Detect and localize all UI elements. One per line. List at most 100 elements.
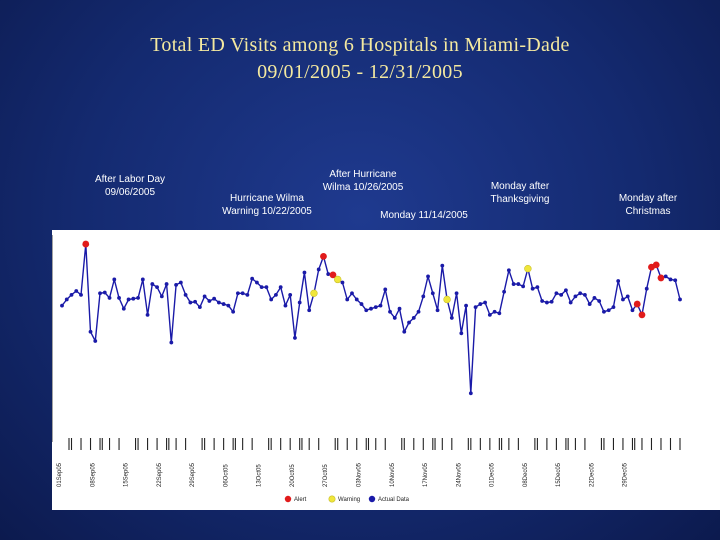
actual-point (440, 263, 445, 268)
actual-point (136, 296, 140, 300)
actual-point (516, 282, 521, 286)
x-tick-label: 10Nov05 (390, 462, 396, 487)
actual-point (364, 308, 369, 313)
legend-marker-alert (284, 495, 292, 503)
actual-point (354, 297, 359, 302)
actual-point (407, 320, 411, 325)
x-tick-label: 15Dec05 (556, 462, 562, 487)
x-tick-label: 15Sep05 (124, 462, 130, 487)
actual-point (540, 299, 545, 303)
x-tick-label: 17Nov05 (423, 462, 429, 487)
actual-point (212, 296, 217, 301)
actual-point (554, 291, 559, 296)
actual-point (107, 296, 112, 300)
actual-point (174, 282, 178, 287)
actual-point (150, 282, 155, 286)
actual-point (274, 292, 278, 297)
actual-point (383, 287, 388, 292)
alert-point (633, 300, 641, 308)
x-tick-label: 24Nov05 (456, 462, 462, 487)
x-tick-label: 22Sep05 (157, 462, 163, 487)
actual-point (288, 292, 293, 297)
actual-point (668, 277, 673, 282)
chart-title-line-2: 09/01/2005 - 12/31/2005 (257, 61, 463, 83)
actual-point (378, 303, 383, 308)
actual-point (293, 336, 297, 340)
actual-point (430, 291, 435, 296)
legend-marker-warning (328, 495, 336, 503)
actual-point (316, 267, 321, 272)
actual-point (578, 291, 583, 296)
alert-point (657, 274, 665, 282)
actual-point (245, 292, 250, 297)
actual-point (468, 391, 473, 396)
x-axis-ticks: 01Sep05 08Sep05 15Sep05 22Sep05 29Sep05 06Oct… (57, 438, 681, 487)
legend-marker-actual-data (368, 495, 376, 503)
actual-point (621, 297, 625, 302)
x-tick-label: 03Nov05 (356, 462, 362, 487)
actual-point (673, 278, 678, 283)
actual-point (155, 285, 159, 290)
annotation-wilma-warning: Hurricane Wilma Warning 10/22/2005 (222, 193, 312, 217)
actual-point (202, 294, 207, 299)
actual-point (544, 300, 549, 305)
actual-point (216, 300, 221, 305)
actual-point (549, 299, 554, 304)
alert-point (82, 240, 90, 248)
series (60, 240, 682, 396)
actual-point (478, 302, 483, 306)
x-tick-label: 27Oct05 (323, 464, 329, 487)
actual-point (235, 291, 240, 296)
actual-point (121, 306, 126, 311)
actual-point (583, 292, 587, 297)
actual-point (573, 294, 578, 299)
alert-point (638, 311, 646, 319)
x-tick-label: 01Sep05 (57, 462, 63, 487)
actual-point (592, 296, 597, 300)
actual-point (259, 285, 264, 290)
x-tick-label: 22Dec05 (589, 462, 595, 487)
actual-point (197, 305, 202, 310)
actual-point (93, 339, 98, 343)
actual-point (630, 308, 635, 313)
actual-point (502, 289, 507, 294)
actual-point (392, 316, 397, 320)
actual-point (221, 302, 226, 306)
actual-point (644, 286, 649, 291)
x-tick-label: 29Sep05 (190, 462, 196, 487)
actual-point (663, 274, 668, 279)
alert-point (320, 252, 327, 260)
actual-point (678, 297, 682, 302)
actual-point (606, 308, 611, 313)
actual-point (483, 300, 487, 305)
chart-title-line-1: Total ED Visits among 6 Hospitals in Mia… (150, 34, 570, 56)
actual-point (559, 292, 564, 297)
actual-point (207, 299, 212, 303)
actual-point (302, 270, 307, 275)
actual-point (88, 329, 93, 334)
actual-point (397, 306, 402, 311)
actual-point (117, 296, 121, 300)
actual-point (250, 276, 255, 281)
actual-point (464, 303, 468, 308)
actual-point (416, 309, 421, 314)
actual-point (159, 294, 164, 299)
x-tick-label: 01Dec05 (490, 462, 496, 487)
series-line (61, 243, 681, 395)
actual-point (112, 277, 117, 282)
line-chart: 02505007501,0001,250 01Sep0508Sep0515Sep… (52, 235, 682, 503)
actual-point (178, 280, 183, 285)
actual-point (564, 288, 568, 293)
annotation-after-wilma: After Hurricane Wilma 10/26/2005 (322, 169, 404, 193)
actual-point (587, 302, 592, 306)
actual-point (255, 280, 259, 285)
actual-point (69, 292, 74, 297)
actual-point (102, 290, 107, 295)
actual-point (426, 274, 430, 279)
x-tick-label: 06Oct05 (223, 464, 229, 487)
actual-point (60, 303, 64, 308)
actual-point (449, 316, 454, 320)
actual-point (506, 268, 511, 273)
actual-point (487, 312, 492, 317)
actual-point (388, 309, 392, 314)
